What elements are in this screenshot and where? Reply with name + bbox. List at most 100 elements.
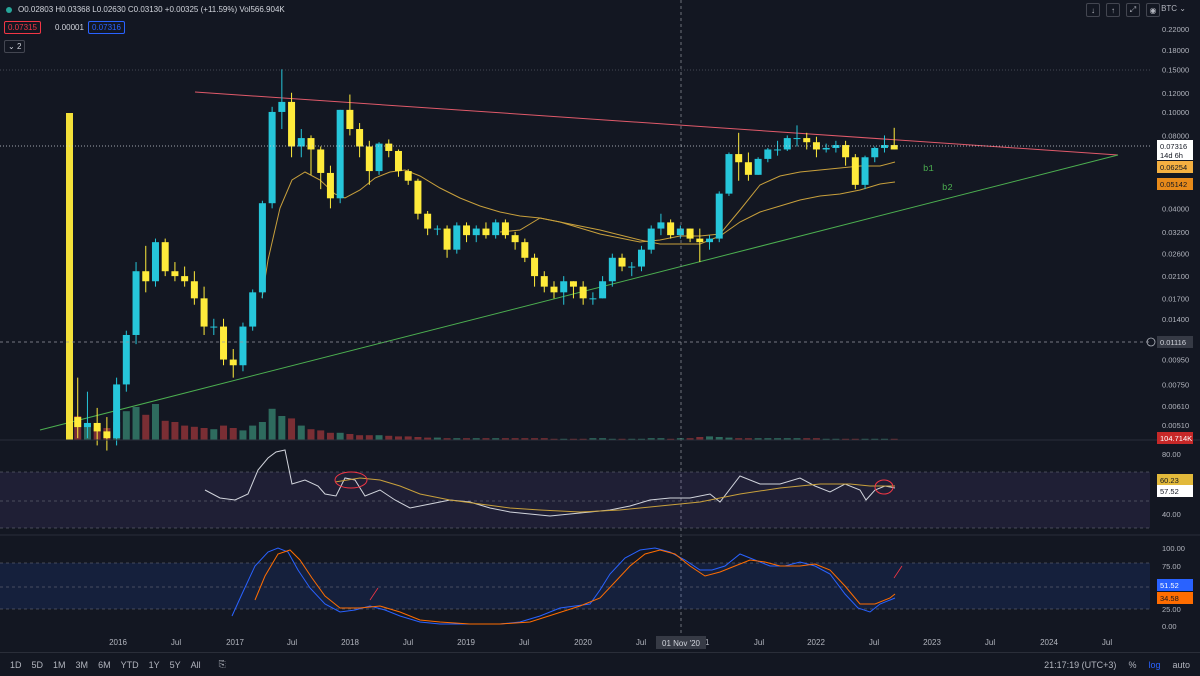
candle-body — [83, 422, 91, 428]
time-tick: 2017 — [226, 638, 244, 647]
price-tick: 0.00510 — [1162, 421, 1189, 430]
candle-body — [628, 266, 636, 268]
candle-body — [453, 225, 461, 250]
candle-body — [181, 276, 189, 282]
rsi-pane-band — [0, 472, 1150, 528]
volume-bar — [871, 438, 879, 440]
rsi-ma-line — [334, 477, 895, 513]
stoch-pane-band — [0, 563, 1150, 609]
log-toggle[interactable]: log — [1148, 659, 1161, 670]
stoch-d-line — [254, 549, 896, 625]
volume-bar — [492, 438, 500, 440]
price-box-ask[interactable]: 0.07316 — [88, 21, 125, 34]
volume-bars — [74, 404, 898, 440]
candle-body — [375, 143, 383, 172]
volume-bar — [832, 438, 840, 440]
candle-body — [132, 271, 140, 335]
volume-bar — [501, 438, 509, 440]
percent-toggle[interactable]: % — [1128, 659, 1137, 670]
candle-body — [842, 145, 850, 158]
time-tick: Jul — [754, 638, 764, 647]
candle-body — [249, 292, 257, 327]
range-button-1m[interactable]: 1M — [53, 659, 66, 670]
volume-bar — [735, 438, 743, 440]
volume-bar — [463, 438, 471, 440]
volume-bar — [774, 438, 782, 440]
volume-bar — [647, 438, 655, 440]
rsi-tick: 40.00 — [1162, 510, 1181, 519]
time-tick: Jul — [171, 638, 181, 647]
price-tick: 0.15000 — [1162, 65, 1189, 74]
time-tick: Jul — [403, 638, 413, 647]
range-button-3m[interactable]: 3M — [75, 659, 89, 670]
plus-icon[interactable] — [1146, 337, 1156, 347]
range-button-1y[interactable]: 1Y — [148, 659, 160, 670]
camera-icon[interactable]: ◉ — [1146, 3, 1160, 17]
candle-body — [511, 235, 519, 243]
annotation-b1: b1 — [923, 164, 934, 174]
price-box-bid[interactable]: 0.07315 — [4, 21, 41, 34]
candle-body — [122, 334, 130, 385]
candle-body — [569, 281, 577, 287]
candle-body — [463, 225, 471, 236]
candle-body — [268, 111, 276, 204]
time-tick: Jul — [287, 638, 297, 647]
price-tick: 0.00750 — [1162, 380, 1189, 389]
range-button-6m[interactable]: 6M — [98, 659, 111, 670]
candle-body — [803, 138, 811, 143]
time-tick: Jul — [985, 638, 995, 647]
stoch-k-label-box — [1157, 579, 1193, 591]
range-button-all[interactable]: All — [190, 659, 201, 670]
candle-body — [686, 228, 694, 239]
range-button-ytd[interactable]: YTD — [120, 659, 139, 670]
candle-body — [239, 326, 247, 366]
time-tick: 2022 — [807, 638, 825, 647]
volume-bar — [540, 438, 548, 440]
candle-body — [297, 138, 305, 147]
rsi-value-label: 60.23 — [1160, 476, 1179, 485]
time-tick: Jul — [636, 638, 646, 647]
range-button-1d[interactable]: 1D — [10, 659, 22, 670]
currency-selector[interactable]: BTC ⌄ — [1161, 4, 1186, 13]
auto-toggle[interactable]: auto — [1172, 659, 1190, 670]
expand-icon[interactable]: ⤢ — [1126, 3, 1140, 17]
candle-body — [356, 129, 364, 147]
time-tick: 2018 — [341, 638, 359, 647]
candlestick-series — [74, 69, 898, 451]
support-trendline — [39, 154, 1119, 431]
price-tick: 0.03200 — [1162, 228, 1189, 237]
layers-toggle[interactable]: ⌄ 2 — [4, 40, 26, 53]
candle-body — [210, 326, 218, 328]
candle-body — [560, 281, 568, 293]
candle-body — [599, 281, 607, 299]
price-axis: 0.22000 0.18000 0.15000 0.12000 0.10000 0.080… — [1162, 25, 1189, 430]
candle-body — [715, 193, 723, 239]
candle-body — [443, 228, 451, 250]
volume-bar — [715, 437, 723, 440]
date-range-icon[interactable]: ⎘ — [218, 659, 226, 669]
candle-body — [200, 298, 208, 327]
volume-bar — [589, 438, 597, 440]
candle-body — [735, 154, 743, 163]
volume-bar — [812, 438, 820, 440]
price-tick: 0.00610 — [1162, 402, 1189, 411]
bottom-toolbar: 1D 5D 1M 3M 6M YTD 1Y 5Y All ⎘ 21:17:19 (UTC+3) … — [0, 652, 1200, 676]
candle-body — [774, 149, 782, 151]
time-tick: 2016 — [109, 638, 127, 647]
arrow-down-icon[interactable]: ↓ — [1086, 3, 1100, 17]
range-button-5d[interactable]: 5D — [31, 659, 44, 670]
arrow-up-icon[interactable]: ↑ — [1106, 3, 1120, 17]
range-button-5y[interactable]: 5Y — [169, 659, 181, 670]
volume-bar — [336, 432, 344, 440]
volume-bar — [569, 438, 577, 440]
volume-bar — [385, 435, 393, 440]
rsi-line — [204, 449, 896, 517]
volume-bar — [560, 438, 568, 440]
volume-bar — [744, 438, 752, 440]
candle-body — [336, 109, 344, 199]
candle-body — [190, 281, 198, 299]
clock-label[interactable]: 21:17:19 (UTC+3) — [1044, 659, 1117, 670]
volume-bar — [288, 418, 296, 440]
volume-label: 104.714K — [1160, 434, 1192, 443]
